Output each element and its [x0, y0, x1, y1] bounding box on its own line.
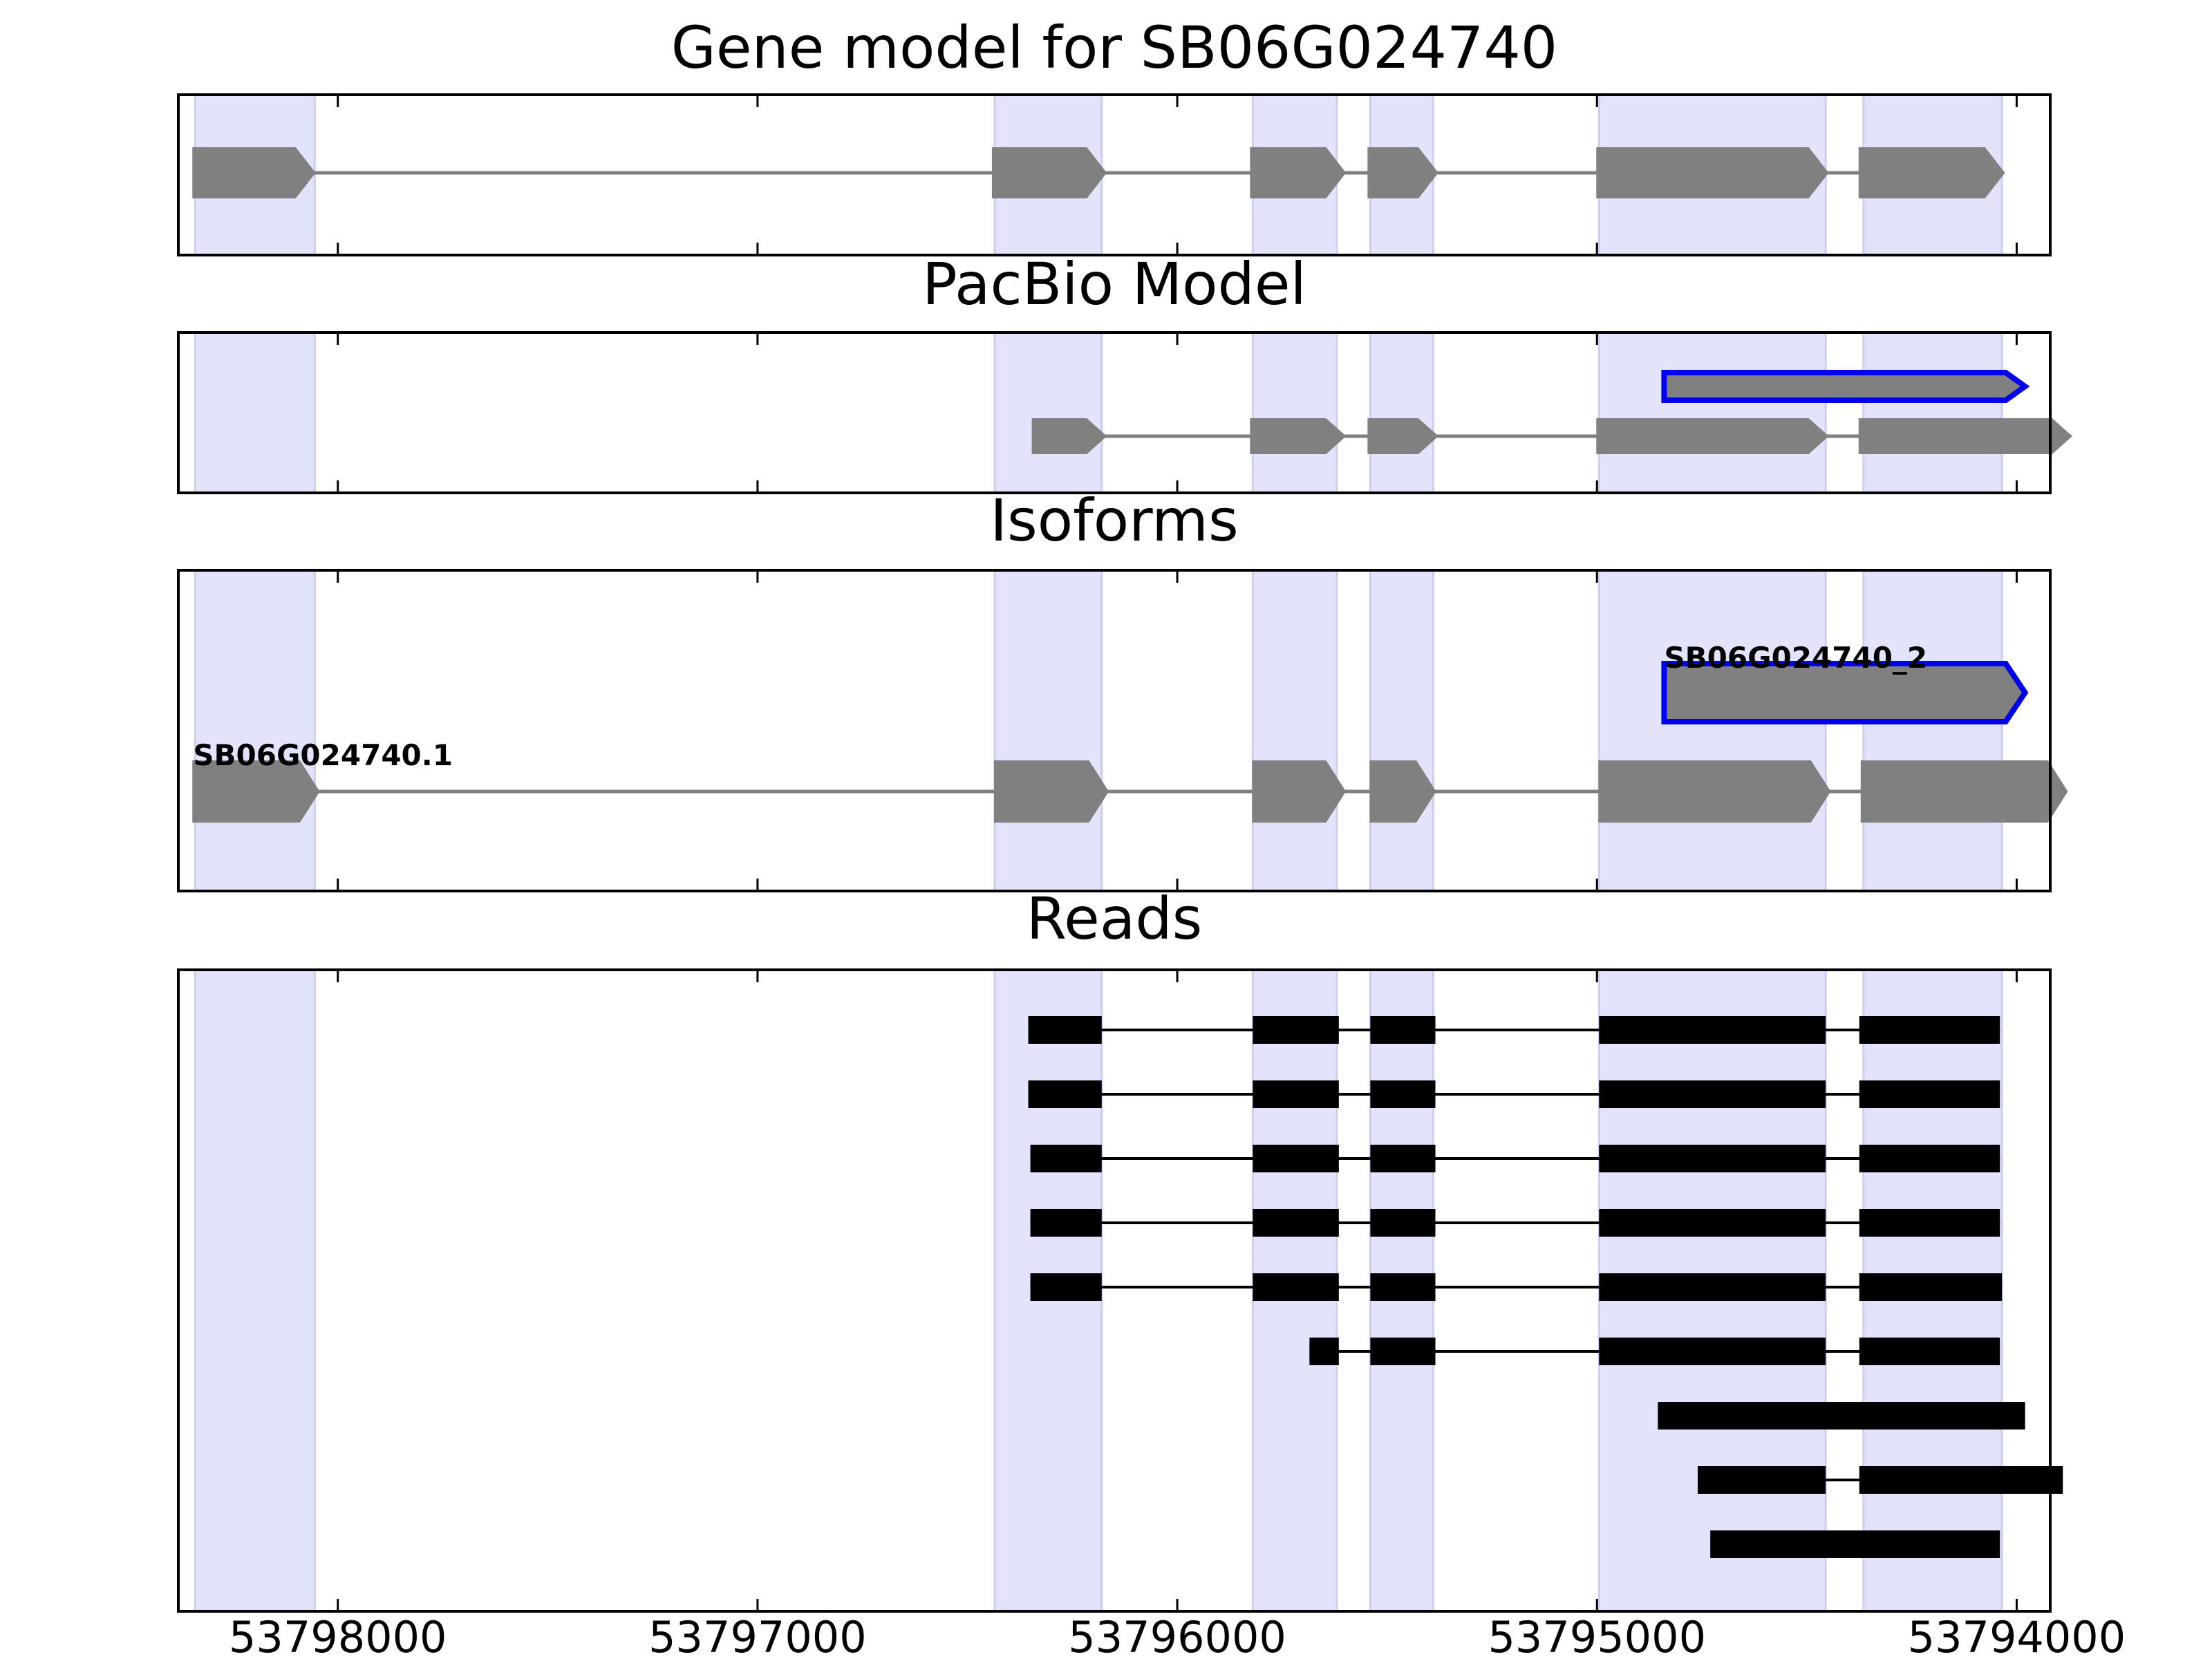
pacbio-transcript-exon — [1858, 418, 2072, 454]
x-tick-label: 53797000 — [648, 1612, 867, 1659]
gene-model-content — [177, 93, 2052, 256]
gene-model-exon — [1858, 147, 2005, 198]
read-block — [1599, 1145, 1826, 1172]
x-tick-label: 53798000 — [229, 1612, 447, 1659]
isoform-label: SB06G024740_2 — [1664, 641, 1927, 675]
read-block — [1599, 1080, 1826, 1108]
read-block — [1697, 1466, 1826, 1494]
gene-model-exon — [192, 147, 316, 198]
read-block — [1370, 1080, 1436, 1108]
panel-gene-model: Gene model for SB06G024740 — [177, 14, 2052, 256]
panel-title-pacbio-model: PacBio Model — [922, 250, 1306, 318]
read-block — [1599, 1209, 1826, 1237]
panel-frame — [177, 569, 2052, 892]
exon-highlight-band — [1597, 569, 1827, 892]
isoform-exon — [1252, 760, 1347, 823]
panel-pacbio-model: PacBio Model — [177, 250, 2072, 494]
panel-title-gene-model: Gene model for SB06G024740 — [671, 14, 1557, 82]
isoform-exon — [1860, 760, 2068, 823]
read-block — [1253, 1273, 1339, 1301]
read-block — [1859, 1338, 2000, 1365]
pacbio-model-content — [177, 331, 2072, 494]
read-block — [1859, 1145, 2000, 1172]
read-block — [1599, 1273, 1826, 1301]
read-block — [1309, 1338, 1339, 1365]
read-block — [1253, 1016, 1339, 1044]
exon-highlight-band — [993, 331, 1103, 494]
isoforms-content: SB06G024740_2 SB06G024740.1 — [177, 569, 2068, 892]
read-block — [1599, 1016, 1826, 1044]
read-block — [1859, 1209, 2000, 1237]
panel-frame — [177, 968, 2052, 1613]
exon-highlight-band — [1251, 569, 1338, 892]
gene-model-exon — [1367, 147, 1438, 198]
pacbio-transcript-exon — [1367, 418, 1439, 454]
panel-frame — [177, 93, 2052, 256]
x-tick-label: 53794000 — [1908, 1612, 2126, 1659]
read-block — [1370, 1145, 1436, 1172]
gene-model-exon — [1250, 147, 1347, 198]
pacbio-transcript-exon — [1596, 418, 1829, 454]
read-block — [1370, 1016, 1436, 1044]
exon-highlight-band — [1251, 331, 1338, 494]
x-tick-label: 53795000 — [1488, 1612, 1706, 1659]
exon-highlight-band — [993, 569, 1103, 892]
isoform-exon — [192, 760, 320, 823]
pacbio-transcript-exon — [1250, 418, 1347, 454]
isoform-label: SB06G024740.1 — [193, 738, 453, 772]
panel-title-isoforms: Isoforms — [990, 487, 1239, 554]
exon-highlight-band — [194, 968, 316, 1613]
read-block — [1859, 1466, 2063, 1494]
panel-isoforms: Isoforms SB06G024740_2 SB06G024740.1 — [177, 487, 2068, 892]
reads-content — [177, 968, 2063, 1613]
read-block — [1030, 1273, 1102, 1301]
read-block — [1710, 1530, 2000, 1558]
read-block — [1370, 1338, 1436, 1365]
panel-reads: Reads — [177, 885, 2063, 1613]
exon-highlight-band — [1862, 569, 2003, 892]
exon-highlight-band — [194, 331, 316, 494]
panel-title-reads: Reads — [1027, 885, 1203, 953]
read-block — [1253, 1080, 1339, 1108]
x-tick-label: 53796000 — [1068, 1612, 1286, 1659]
exon-highlight-band — [1369, 569, 1434, 892]
gene-model-exon — [991, 147, 1107, 198]
read-block — [1253, 1209, 1339, 1237]
x-axis-tick-labels: 53798000 53797000 53796000 53795000 53794000 — [229, 1612, 2126, 1659]
panel-frame — [177, 331, 2052, 494]
pacbio-transcript-exon — [1661, 370, 2030, 403]
gene-model-exon — [1596, 147, 1829, 198]
read-block — [1599, 1338, 1826, 1365]
exon-highlight-band — [1862, 331, 2003, 494]
read-block — [1028, 1080, 1102, 1108]
exon-highlight-band — [1369, 331, 1434, 494]
read-block — [1859, 1080, 2000, 1108]
isoform-exon — [1369, 760, 1436, 823]
read-block — [1030, 1209, 1102, 1237]
read-block — [1028, 1016, 1102, 1044]
read-block — [1030, 1145, 1102, 1172]
exon-highlight-band — [194, 569, 316, 892]
read-block — [1859, 1016, 2000, 1044]
read-block — [1370, 1273, 1436, 1301]
read-block — [1859, 1273, 2003, 1301]
isoform-exon — [1661, 661, 2029, 724]
read-block — [1370, 1209, 1436, 1237]
read-block — [1658, 1402, 2025, 1430]
read-block — [1253, 1145, 1339, 1172]
isoform-exon — [1598, 760, 1831, 823]
exon-highlight-band — [1597, 331, 1827, 494]
pacbio-transcript-exon — [1031, 418, 1107, 454]
isoform-exon — [993, 760, 1109, 823]
